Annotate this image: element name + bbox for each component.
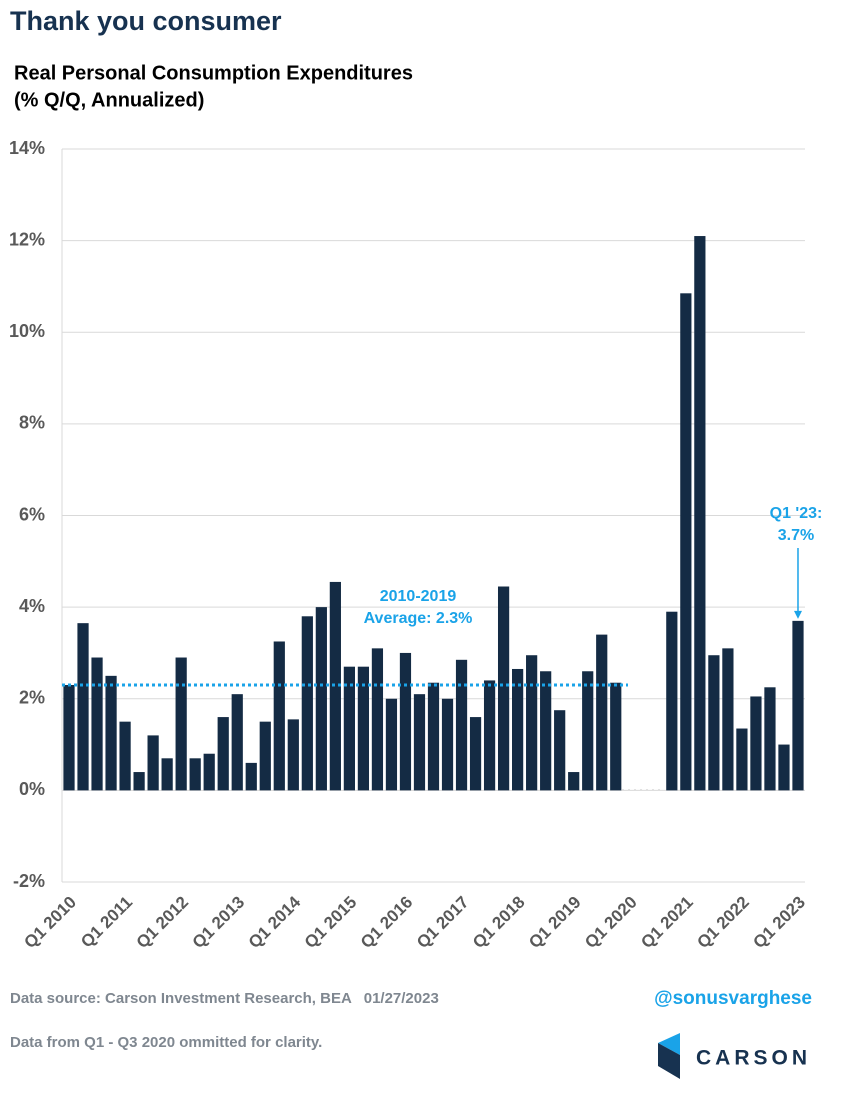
bar <box>455 659 468 791</box>
bar <box>427 682 440 791</box>
bar <box>231 694 243 791</box>
bar <box>63 685 75 791</box>
bar <box>189 758 201 791</box>
bar <box>343 666 355 791</box>
y-tick-label: 8% <box>19 413 45 433</box>
bar <box>273 641 285 791</box>
logo-text: CARSON <box>696 1047 811 1070</box>
bar <box>483 680 496 791</box>
bar <box>722 648 734 791</box>
x-tick-label: Q1 2016 <box>357 893 417 953</box>
callout-label: 3.7% <box>778 527 814 544</box>
y-tick-label: 14% <box>9 138 45 158</box>
y-tick-label: 12% <box>9 229 45 249</box>
bar <box>329 581 341 791</box>
handle: @sonusvarghese <box>654 988 812 1009</box>
source-note: Data source: Carson Investment Research,… <box>10 990 439 1007</box>
y-tick-label: -2% <box>13 871 45 891</box>
bar <box>778 744 790 791</box>
y-tick-label: 0% <box>19 779 45 799</box>
bar <box>554 710 566 791</box>
y-tick-label: 4% <box>19 596 45 616</box>
bar <box>497 586 510 791</box>
bar <box>680 293 692 791</box>
bar <box>568 772 580 791</box>
bar <box>161 758 173 791</box>
bar <box>694 236 706 791</box>
bar <box>175 657 187 791</box>
x-tick-label: Q1 2010 <box>20 893 80 953</box>
bar <box>708 655 720 791</box>
bar <box>596 634 608 791</box>
page-title: Thank you consumer <box>10 6 282 36</box>
callout-arrowhead <box>793 610 802 619</box>
chart-subtitle: (% Q/Q, Annualized) <box>14 89 204 111</box>
y-tick-label: 6% <box>19 504 45 524</box>
x-tick-label: Q1 2019 <box>525 893 585 953</box>
bar <box>357 666 370 791</box>
bar <box>385 698 398 791</box>
bar <box>526 655 538 791</box>
bar <box>203 753 215 791</box>
bar <box>512 668 524 791</box>
bar <box>91 657 103 791</box>
bar <box>582 671 594 791</box>
bar <box>610 682 622 791</box>
bar <box>301 616 313 791</box>
omission-note: Data from Q1 - Q3 2020 ommitted for clar… <box>10 1034 322 1051</box>
bar <box>105 675 117 791</box>
average-label: Average: 2.3% <box>364 610 473 627</box>
x-tick-label: Q1 2014 <box>245 892 305 952</box>
chart-title: Real Personal Consumption Expenditures <box>14 62 413 84</box>
bar <box>245 762 257 791</box>
bar <box>736 728 748 791</box>
bar <box>147 735 159 791</box>
x-tick-label: Q1 2012 <box>133 893 193 953</box>
bar <box>133 772 145 791</box>
y-tick-label: 2% <box>19 688 45 708</box>
y-tick-label: 10% <box>9 321 45 341</box>
bar <box>413 694 426 791</box>
x-tick-label: Q1 2017 <box>413 893 473 953</box>
average-label: 2010-2019 <box>380 588 457 605</box>
x-tick-label: Q1 2020 <box>581 893 641 953</box>
bar <box>469 717 482 791</box>
bar <box>119 721 131 791</box>
bar <box>792 620 804 791</box>
bar <box>371 648 384 791</box>
x-tick-label: Q1 2015 <box>301 893 361 953</box>
bar <box>441 698 454 791</box>
x-tick-label: Q1 2022 <box>693 893 753 953</box>
x-tick-label: Q1 2023 <box>749 893 809 953</box>
bar <box>750 696 762 791</box>
bar <box>540 671 552 791</box>
x-tick-label: Q1 2011 <box>77 893 136 952</box>
bar <box>287 719 299 791</box>
bar <box>77 623 89 791</box>
bar <box>764 687 776 791</box>
bar <box>666 611 678 791</box>
bar <box>217 717 229 791</box>
logo-icon <box>658 1033 680 1079</box>
bar <box>259 721 271 791</box>
x-tick-label: Q1 2018 <box>469 893 529 953</box>
bar <box>399 652 412 791</box>
x-tick-label: Q1 2013 <box>189 893 249 953</box>
bar <box>315 607 327 791</box>
callout-label: Q1 '23: <box>770 505 823 522</box>
x-tick-label: Q1 2021 <box>637 893 697 953</box>
